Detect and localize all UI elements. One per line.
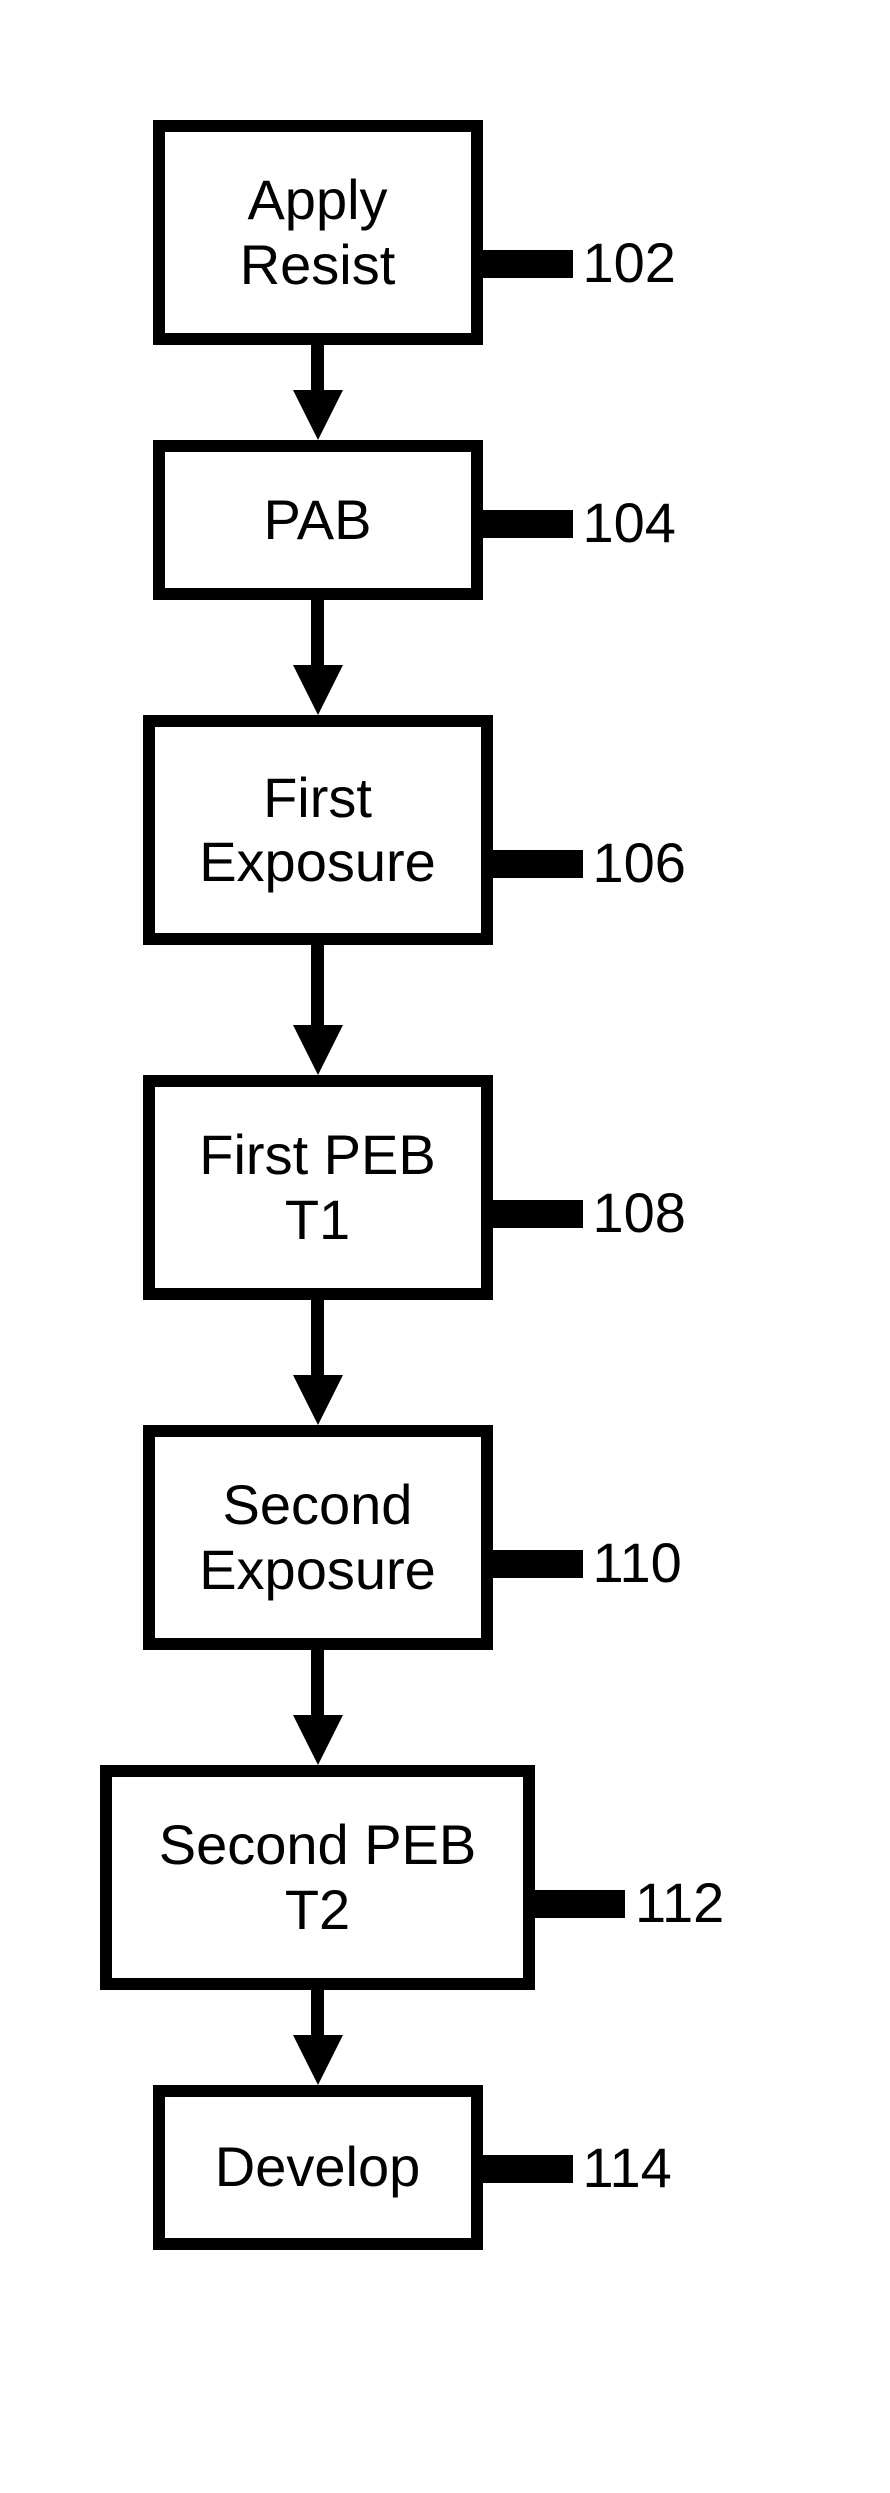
step-box-develop: Develop — [153, 2085, 483, 2250]
arrow-down — [293, 945, 343, 1075]
label-connector — [493, 1550, 583, 1578]
arrow-line — [311, 1650, 324, 1715]
step-label-apply-resist: 102 — [583, 230, 676, 295]
step-text: First Exposure — [199, 766, 436, 895]
arrow-head-icon — [293, 2035, 343, 2085]
step-row-apply-resist: Apply Resist102 — [153, 120, 483, 345]
arrow-down — [293, 1650, 343, 1765]
step-label-develop: 114 — [583, 2135, 672, 2200]
arrow-head-icon — [293, 390, 343, 440]
flowchart-container: Apply Resist102PAB104First Exposure106Fi… — [100, 120, 535, 2250]
step-box-apply-resist: Apply Resist — [153, 120, 483, 345]
step-row-second-peb: Second PEB T2112 — [100, 1765, 535, 1990]
step-label-pab: 104 — [583, 490, 676, 555]
step-label-second-peb: 112 — [635, 1870, 724, 1935]
step-box-first-peb: First PEB T1 — [143, 1075, 493, 1300]
step-row-first-peb: First PEB T1108 — [143, 1075, 493, 1300]
arrow-head-icon — [293, 1375, 343, 1425]
arrow-head-icon — [293, 1715, 343, 1765]
step-box-pab: PAB — [153, 440, 483, 600]
step-row-pab: PAB104 — [153, 440, 483, 600]
step-label-first-exposure: 106 — [593, 830, 686, 895]
label-connector — [483, 2155, 573, 2183]
label-connector — [493, 850, 583, 878]
step-text: Second Exposure — [199, 1473, 436, 1602]
step-text: PAB — [264, 488, 372, 552]
step-text: Develop — [215, 2135, 420, 2199]
arrow-down — [293, 345, 343, 440]
arrow-down — [293, 1990, 343, 2085]
arrow-line — [311, 945, 324, 1025]
step-box-second-peb: Second PEB T2 — [100, 1765, 535, 1990]
arrow-line — [311, 345, 324, 390]
label-connector — [483, 250, 573, 278]
step-text: First PEB T1 — [199, 1123, 435, 1252]
arrow-down — [293, 600, 343, 715]
arrow-line — [311, 1300, 324, 1375]
step-row-second-exposure: Second Exposure110 — [143, 1425, 493, 1650]
step-text: Apply Resist — [240, 168, 396, 297]
step-box-second-exposure: Second Exposure — [143, 1425, 493, 1650]
label-connector — [535, 1890, 625, 1918]
arrow-line — [311, 1990, 324, 2035]
step-box-first-exposure: First Exposure — [143, 715, 493, 945]
arrow-head-icon — [293, 1025, 343, 1075]
step-label-first-peb: 108 — [593, 1180, 686, 1245]
arrow-head-icon — [293, 665, 343, 715]
step-text: Second PEB T2 — [159, 1813, 477, 1942]
arrow-line — [311, 600, 324, 665]
step-row-develop: Develop114 — [153, 2085, 483, 2250]
step-row-first-exposure: First Exposure106 — [143, 715, 493, 945]
label-connector — [493, 1200, 583, 1228]
label-connector — [483, 510, 573, 538]
step-label-second-exposure: 110 — [593, 1530, 682, 1595]
arrow-down — [293, 1300, 343, 1425]
